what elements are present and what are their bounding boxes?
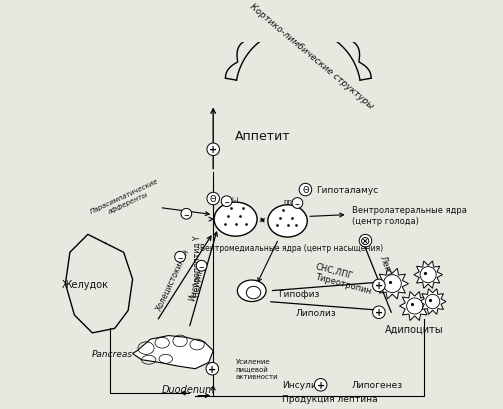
Text: +: + bbox=[209, 145, 217, 155]
Circle shape bbox=[314, 379, 327, 391]
Text: Лептин: Лептин bbox=[378, 254, 398, 288]
Text: nni-ii: nni-ii bbox=[283, 199, 301, 205]
Ellipse shape bbox=[237, 280, 266, 302]
Polygon shape bbox=[419, 289, 446, 315]
Circle shape bbox=[373, 306, 385, 319]
Ellipse shape bbox=[214, 202, 257, 236]
Text: –: – bbox=[224, 197, 229, 207]
Circle shape bbox=[420, 267, 436, 283]
Circle shape bbox=[206, 362, 219, 375]
Circle shape bbox=[221, 196, 232, 207]
Text: Инсулин: Инсулин bbox=[282, 380, 323, 389]
Circle shape bbox=[196, 261, 207, 272]
Text: Желудок: Желудок bbox=[62, 279, 109, 289]
Text: Pancreas: Pancreas bbox=[92, 349, 133, 358]
Text: Кортико-лимбические структуры: Кортико-лимбические структуры bbox=[248, 2, 375, 110]
Text: Duodenum: Duodenum bbox=[162, 384, 216, 394]
Text: nni-i: nni-i bbox=[223, 197, 239, 203]
Circle shape bbox=[406, 298, 423, 314]
Text: Гипофиз: Гипофиз bbox=[279, 289, 320, 298]
Text: Вентромедиальные ядра (центр насыщения): Вентромедиальные ядра (центр насыщения) bbox=[201, 244, 384, 253]
Polygon shape bbox=[133, 336, 213, 369]
Text: +: + bbox=[316, 380, 325, 390]
Polygon shape bbox=[376, 269, 408, 299]
Text: Гипоталамус: Гипоталамус bbox=[316, 186, 378, 195]
Circle shape bbox=[181, 209, 192, 220]
Text: –: – bbox=[177, 252, 183, 262]
Text: Θ: Θ bbox=[210, 195, 216, 204]
Text: Θ: Θ bbox=[302, 186, 309, 195]
Polygon shape bbox=[399, 292, 430, 321]
Circle shape bbox=[175, 252, 186, 263]
Circle shape bbox=[207, 193, 219, 205]
Text: Липогенез: Липогенез bbox=[352, 380, 403, 389]
Text: Нейропептид Y: Нейропептид Y bbox=[193, 235, 202, 297]
Text: Усиление
пищевой
активности: Усиление пищевой активности bbox=[235, 359, 278, 379]
Text: Продукция лептина: Продукция лептина bbox=[282, 394, 377, 403]
Text: –: – bbox=[199, 261, 204, 271]
Text: +: + bbox=[208, 364, 216, 374]
Circle shape bbox=[383, 275, 401, 293]
Text: Липолиз: Липолиз bbox=[296, 308, 337, 317]
Text: Вентролатеральные ядра
(центр голода): Вентролатеральные ядра (центр голода) bbox=[352, 205, 467, 225]
Circle shape bbox=[292, 198, 303, 209]
Ellipse shape bbox=[268, 205, 307, 238]
Text: Тиреотропин: Тиреотропин bbox=[314, 272, 372, 296]
Circle shape bbox=[207, 144, 219, 156]
Text: Холецистокинин: Холецистокинин bbox=[154, 247, 191, 312]
Polygon shape bbox=[414, 261, 443, 289]
Text: +: + bbox=[375, 308, 383, 317]
Text: ⊗: ⊗ bbox=[360, 234, 371, 247]
Text: –: – bbox=[184, 209, 189, 219]
Text: Аппетит: Аппетит bbox=[235, 130, 290, 143]
Circle shape bbox=[359, 235, 372, 247]
Text: Парасимпатические
афференты: Парасимпатические афференты bbox=[90, 178, 163, 220]
Circle shape bbox=[426, 294, 440, 309]
Text: –: – bbox=[295, 198, 300, 209]
Circle shape bbox=[373, 279, 385, 292]
Circle shape bbox=[299, 184, 312, 196]
Text: +: + bbox=[375, 281, 383, 291]
Text: Инсулин: Инсулин bbox=[188, 266, 205, 302]
Text: СНС,ЛПГ: СНС,ЛПГ bbox=[314, 261, 354, 280]
Text: Адипоциты: Адипоциты bbox=[385, 324, 444, 334]
